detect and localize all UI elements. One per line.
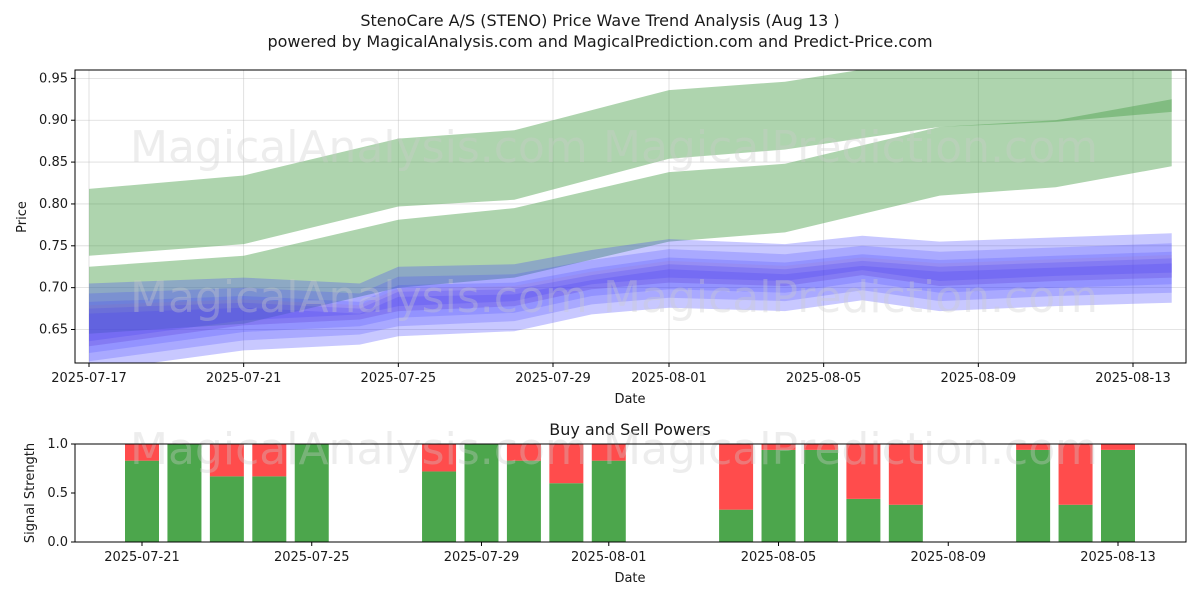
sell-power-bar — [591, 444, 626, 461]
signal-y-ticks: 0.0 0.5 1.0 — [47, 437, 75, 550]
price-y-tick-label: 0.75 — [39, 239, 68, 254]
signal-y-tick-label: 0.0 — [47, 535, 68, 550]
sell-power-bar — [1058, 444, 1093, 505]
price-grid — [75, 70, 1186, 363]
price-x-tick-label: 2025-07-29 — [515, 371, 591, 386]
sell-power-bar — [761, 444, 796, 450]
price-y-tick-label: 0.70 — [39, 281, 68, 296]
price-bands — [89, 70, 1172, 363]
blue-wave-band — [89, 258, 1172, 347]
buy-power-bar — [422, 471, 457, 542]
buy-power-bar — [1016, 449, 1051, 542]
blue-wave-band — [89, 251, 1172, 353]
signal-x-tick-label: 2025-07-29 — [444, 550, 520, 565]
price-x-tick-label: 2025-08-05 — [786, 371, 862, 386]
buy-power-bar — [719, 509, 754, 542]
buy-power-bar — [209, 476, 244, 542]
sell-power-bar — [549, 444, 584, 484]
price-x-axis-label: Date — [614, 392, 645, 407]
watermark-right-top: MagicalPrediction.com — [603, 122, 1098, 173]
signal-x-tick-label: 2025-08-01 — [571, 550, 647, 565]
signal-x-tick-label: 2025-08-13 — [1080, 550, 1156, 565]
price-x-tick-label: 2025-07-21 — [206, 371, 282, 386]
signal-y-tick-label: 0.5 — [47, 486, 68, 501]
buy-power-bar — [549, 483, 584, 542]
buy-power-bar — [294, 444, 329, 542]
sell-power-bar — [422, 444, 457, 472]
signal-x-tick-label: 2025-07-25 — [274, 550, 350, 565]
price-x-tick-label: 2025-08-09 — [941, 371, 1017, 386]
blue-wave-band — [89, 263, 1172, 342]
price-y-tick-label: 0.85 — [39, 155, 68, 170]
purple-wave-band — [89, 255, 1172, 347]
price-x-tick-label: 2025-07-25 — [361, 371, 437, 386]
buy-power-bar — [252, 476, 287, 542]
buy-power-bar — [464, 444, 499, 542]
signal-x-tick-label: 2025-07-21 — [104, 550, 180, 565]
buy-power-bar — [803, 449, 838, 542]
chart-title-line2: powered by MagicalAnalysis.com and Magic… — [267, 32, 932, 51]
buy-power-bar — [125, 460, 159, 542]
sell-power-bar — [803, 444, 838, 450]
blue-wave-band — [89, 233, 1172, 363]
green-price-band — [89, 70, 1172, 256]
price-x-ticks: 2025-07-17 2025-07-21 2025-07-25 2025-07-29… — [51, 363, 1171, 386]
sell-power-bar — [719, 444, 754, 510]
signal-x-tick-label: 2025-08-09 — [910, 550, 986, 565]
price-y-tick-label: 0.80 — [39, 197, 68, 212]
buy-power-bar — [761, 449, 796, 542]
watermark-left-mid: MagicalAnalysis.com — [130, 272, 588, 323]
price-x-tick-label: 2025-08-01 — [631, 371, 707, 386]
watermark-right-bottom: MagicalPrediction.com — [603, 424, 1098, 475]
watermark-left-bottom: MagicalAnalysis.com — [130, 424, 588, 475]
sell-power-bar — [506, 444, 541, 461]
sell-power-bar — [1016, 444, 1051, 450]
signal-panel-title: Buy and Sell Powers — [549, 420, 711, 439]
buy-power-bar — [846, 498, 881, 542]
signal-y-tick-label: 1.0 — [47, 437, 68, 452]
watermark-right-mid: MagicalPrediction.com — [603, 272, 1098, 323]
blue-wave-band — [89, 243, 1172, 362]
signal-x-axis-label: Date — [614, 571, 645, 586]
signal-x-ticks: 2025-07-21 2025-07-25 2025-07-29 2025-08-01… — [104, 542, 1156, 565]
watermark-left-top: MagicalAnalysis.com — [130, 122, 588, 173]
signal-panel: Buy and Sell Powers MagicalAnalysis.com … — [23, 420, 1187, 586]
signal-bars — [125, 444, 1135, 542]
price-plot-frame — [74, 69, 1187, 364]
price-x-tick-label: 2025-08-13 — [1095, 371, 1171, 386]
buy-power-bar — [1058, 504, 1093, 542]
buy-power-bar — [1101, 449, 1135, 542]
buy-power-bar — [167, 444, 202, 542]
price-panel: MagicalAnalysis.com MagicalPrediction.co… — [15, 69, 1187, 407]
buy-power-bar — [888, 504, 923, 542]
sell-power-bar — [125, 444, 159, 461]
sell-power-bar — [1101, 444, 1135, 450]
chart-title-line1: StenoCare A/S (STENO) Price Wave Trend A… — [360, 11, 839, 30]
green-price-band — [89, 99, 1172, 334]
signal-y-axis-label: Signal Strength — [23, 443, 38, 543]
price-x-tick-label: 2025-07-17 — [51, 371, 127, 386]
signal-x-tick-label: 2025-08-05 — [741, 550, 817, 565]
buy-power-bar — [591, 460, 626, 542]
price-y-tick-label: 0.95 — [39, 71, 68, 86]
price-plot-area — [75, 70, 1186, 363]
sell-power-bar — [209, 444, 244, 477]
sell-power-bar — [252, 444, 287, 477]
buy-power-bar — [506, 460, 541, 542]
price-y-tick-label: 0.65 — [39, 323, 68, 338]
price-y-tick-label: 0.90 — [39, 113, 68, 128]
price-y-axis-label: Price — [15, 201, 30, 233]
price-y-ticks: 0.65 0.70 0.75 0.80 0.85 0.90 0.95 — [39, 71, 75, 338]
sell-power-bar — [846, 444, 881, 499]
sell-power-bar — [888, 444, 923, 505]
